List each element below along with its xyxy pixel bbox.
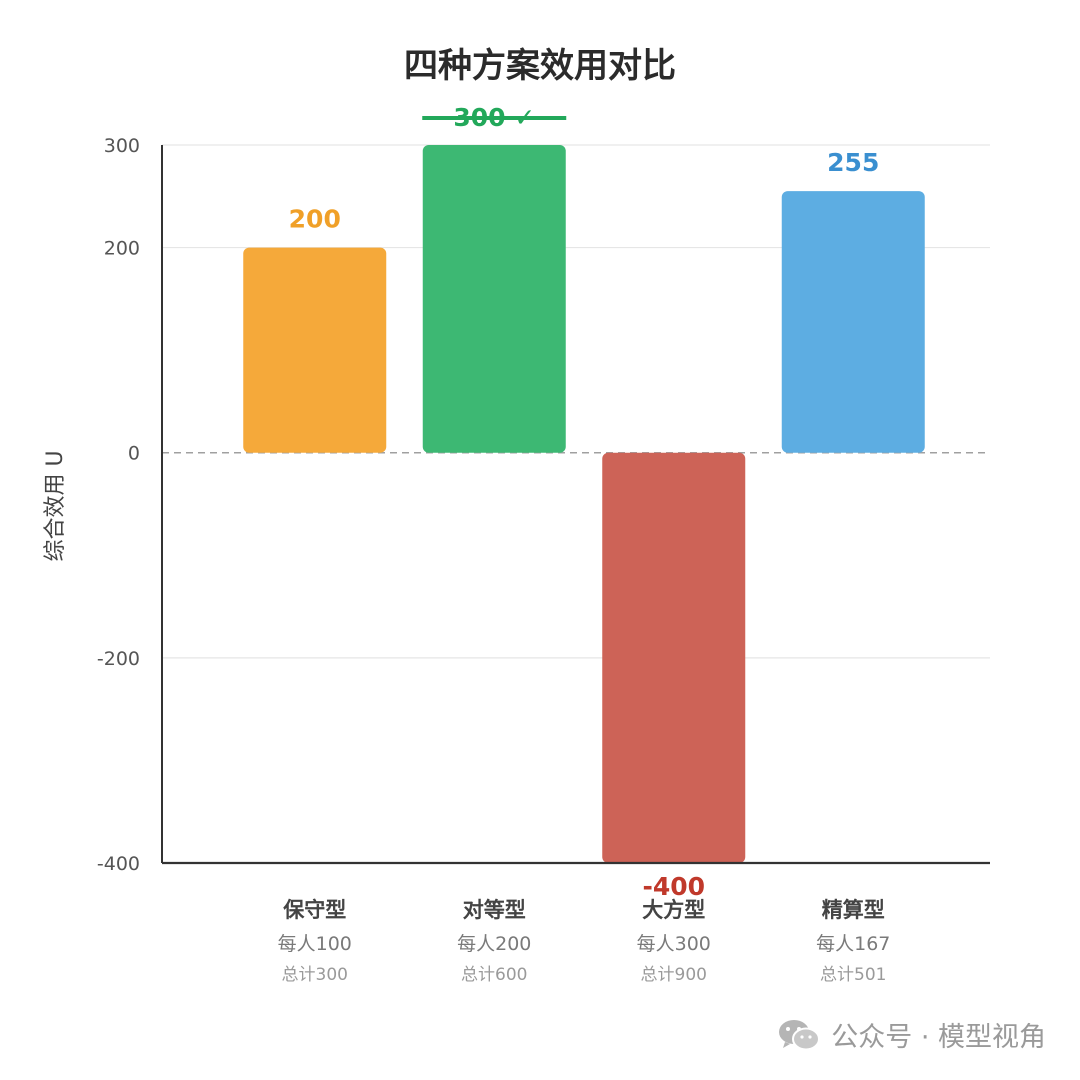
category-total: 总计600: [461, 965, 527, 985]
y-tick-label: -400: [97, 853, 140, 875]
category-per-person: 每人100: [278, 933, 352, 955]
bar: [781, 191, 925, 453]
wechat-icon: [779, 1019, 821, 1050]
bar: [422, 145, 566, 453]
category-total: 总计501: [820, 965, 886, 985]
category-total: 总计900: [641, 965, 707, 985]
value-label: 200: [289, 205, 341, 234]
category-per-person: 每人200: [457, 933, 531, 955]
axes: [161, 145, 990, 865]
value-label: 255: [827, 148, 879, 177]
y-axis-label: 综合效用 U: [43, 450, 68, 561]
y-tick-labels: 300 200 0 -200 -400: [97, 135, 140, 875]
y-tick-label: 300: [104, 135, 140, 157]
category-total: 总计300: [282, 965, 348, 985]
watermark-text: 公众号 · 模型视角: [831, 1022, 1046, 1053]
value-label: -400: [642, 872, 705, 901]
watermark: 公众号 · 模型视角: [777, 1015, 1046, 1054]
bar: [602, 452, 746, 863]
category-name: 精算型: [822, 898, 885, 922]
bar: [243, 247, 387, 453]
category-name: 对等型: [463, 898, 526, 922]
category-per-person: 每人300: [637, 933, 711, 955]
bars: [243, 145, 925, 863]
category-per-person: 每人167: [816, 933, 890, 955]
y-tick-label: 200: [104, 238, 140, 260]
category-name: 大方型: [642, 898, 705, 922]
y-tick-label: 0: [128, 443, 140, 465]
chart-title: 四种方案效用对比: [404, 46, 676, 86]
category-name: 保守型: [282, 898, 346, 922]
y-tick-label: -200: [97, 648, 140, 670]
